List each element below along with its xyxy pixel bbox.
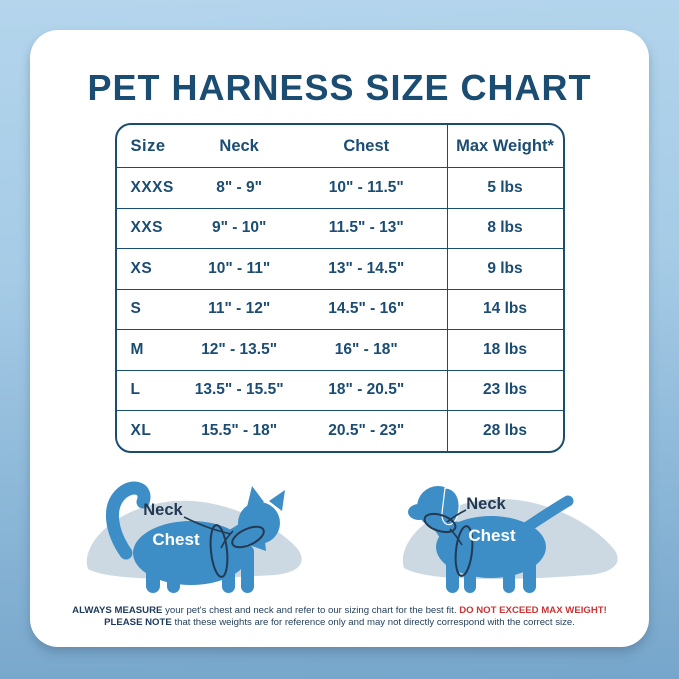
cell-chest: 18" - 20.5" (328, 381, 405, 399)
table-row: S 11" - 12" 14.5" - 16" 14 lbs (116, 288, 563, 329)
cell-neck: 13.5" - 15.5" (194, 381, 284, 399)
size-chart-card: PET HARNESS SIZE CHART Size Neck Chest M… (30, 30, 649, 647)
cell-size: XXS (130, 219, 164, 237)
table-row: M 12" - 13.5" 16" - 18" 18 lbs (116, 329, 563, 370)
cell-chest: 11.5" - 13" (328, 219, 404, 237)
cat-ear-icon (269, 489, 285, 511)
cell-neck: 8" - 9" (216, 178, 262, 196)
cell-size: XXXS (130, 178, 174, 196)
footer-measure-bold: ALWAYS MEASURE (72, 604, 163, 616)
cell-size: M (130, 340, 144, 358)
cell-weight: 28 lbs (446, 411, 563, 451)
dog-neck-pointer-line (446, 508, 467, 523)
cell-size: L (130, 381, 141, 399)
header-max-weight: Max Weight* (446, 125, 563, 167)
dog-neck-measure-loop (423, 512, 457, 533)
cell-chest: 14.5" - 16" (328, 300, 405, 318)
dog-snout (408, 503, 430, 520)
cell-size: S (130, 300, 142, 318)
dog-chest-label: Chest (468, 526, 516, 545)
footer-note-bold: PLEASE NOTE (104, 617, 172, 629)
page-title: PET HARNESS SIZE CHART (87, 67, 592, 108)
footer-measure-text: your pet's chest and neck and refer to o… (162, 604, 460, 616)
cell-size: XL (130, 421, 152, 439)
cell-weight: 23 lbs (446, 370, 563, 410)
cell-weight: 14 lbs (446, 289, 563, 329)
header-chest: Chest (343, 136, 390, 155)
cat-chest-label: Chest (152, 530, 200, 549)
cell-chest: 20.5" - 23" (328, 421, 405, 439)
table-row: XXS 9" - 10" 11.5" - 13" 8 lbs (116, 207, 563, 248)
dog-measurement-figure: Neck Chest (402, 485, 618, 593)
cat-measure-lines (183, 515, 265, 578)
cat-ear-icon (247, 485, 264, 507)
cat-silhouette (105, 481, 285, 593)
footer-notes: ALWAYS MEASURE your pet's chest and neck… (58, 605, 621, 630)
cat-neck-pointer-line (183, 515, 232, 535)
footer-note-text: that these weights are for reference onl… (171, 617, 575, 629)
cell-chest: 13" - 14.5" (328, 259, 405, 277)
cell-chest: 10" - 11.5" (328, 178, 404, 196)
table-row: XL 15.5" - 18" 20.5" - 23" 28 lbs (116, 410, 563, 451)
table-row: XS 10" - 11" 13" - 14.5" 9 lbs (116, 248, 563, 289)
cell-neck: 9" - 10" (211, 219, 267, 237)
cell-neck: 15.5" - 18" (201, 421, 278, 439)
dog-neck-label: Neck (466, 495, 506, 513)
header-neck: Neck (219, 136, 259, 155)
size-table: Size Neck Chest Max Weight* XXXS 8" - 9"… (114, 123, 565, 453)
dog-chest-measure-loop (454, 524, 474, 577)
dog-silhouette (408, 485, 574, 593)
cat-harness-strap-line (220, 529, 234, 548)
cell-neck: 12" - 13.5" (201, 340, 278, 358)
dog-measure-lines (423, 508, 474, 577)
cell-weight: 9 lbs (446, 249, 563, 289)
cat-neck-measure-loop (231, 525, 265, 548)
cat-neck-label: Neck (143, 501, 183, 519)
footer-measure-line: ALWAYS MEASURE your pet's chest and neck… (58, 605, 621, 618)
cat-chest-measure-loop (209, 523, 229, 578)
cell-neck: 11" - 12" (208, 300, 271, 318)
header-size: Size (130, 136, 166, 155)
table-row: L 13.5" - 15.5" 18" - 20.5" 23 lbs (116, 369, 563, 410)
table-header-row: Size Neck Chest Max Weight* (117, 125, 563, 167)
cell-weight: 18 lbs (446, 330, 563, 370)
footer-warning-text: DO NOT EXCEED MAX WEIGHT! (459, 604, 607, 616)
cell-size: XS (130, 259, 153, 277)
cell-neck: 10" - 11" (208, 259, 271, 277)
footer-note-line: PLEASE NOTE that these weights are for r… (58, 617, 621, 630)
measurement-figures: Neck Chest (30, 453, 649, 603)
cat-measurement-figure: Neck Chest (86, 481, 302, 593)
cell-chest: 16" - 18" (334, 340, 398, 358)
table-row: XXXS 8" - 9" 10" - 11.5" 5 lbs (116, 167, 563, 208)
dog-harness-strap-line (449, 527, 463, 545)
cell-weight: 5 lbs (446, 168, 563, 208)
cell-weight: 8 lbs (446, 208, 563, 248)
